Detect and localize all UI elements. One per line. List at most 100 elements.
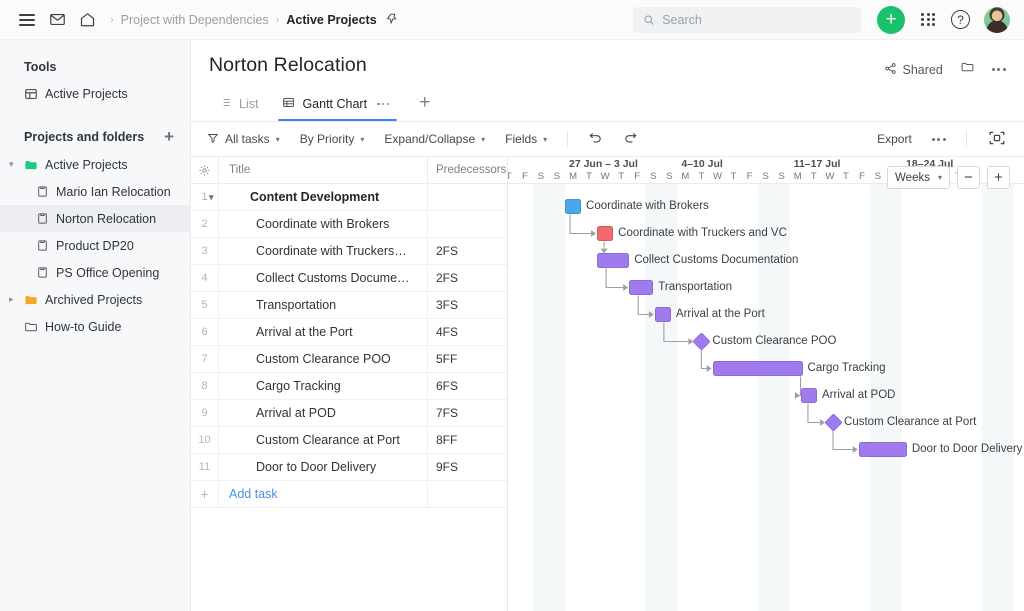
day-label: F [521, 171, 528, 182]
chevron-down-icon[interactable]: ▾ [9, 159, 14, 169]
sidebar-item-product-dp20[interactable]: Product DP20 [0, 232, 190, 259]
create-button[interactable]: + [877, 5, 906, 34]
tab-label: List [239, 97, 259, 111]
add-task-row[interactable]: + Add task [191, 481, 507, 508]
row-number: 3 [201, 245, 208, 257]
tab-more-icon[interactable] [377, 102, 390, 106]
folder-icon[interactable] [960, 60, 975, 79]
table-row[interactable]: 9 Arrival at POD 7FS [191, 400, 507, 427]
fields-button[interactable]: Fields ▾ [505, 132, 547, 146]
table-row[interactable]: 3 Coordinate with Truckers… 2FS [191, 238, 507, 265]
row-predecessors [427, 211, 507, 237]
table-row[interactable]: 7 Custom Clearance POO 5FF [191, 346, 507, 373]
zoom-in-button[interactable]: + [987, 166, 1010, 189]
sidebar-item-label: Archived Projects [45, 292, 143, 307]
day-label: T [698, 171, 705, 182]
row-title: Cargo Tracking [218, 373, 427, 399]
toolbar-divider [567, 131, 569, 147]
hamburger-menu-icon[interactable] [12, 5, 42, 35]
gantt-bar[interactable] [629, 280, 654, 295]
gantt-bar[interactable] [597, 253, 630, 268]
tab-list[interactable]: List [209, 96, 272, 121]
fullscreen-icon[interactable] [987, 129, 1009, 149]
gantt-bar[interactable] [858, 442, 907, 457]
home-icon[interactable] [72, 5, 102, 35]
day-label: S [553, 171, 561, 182]
breadcrumb-item-1[interactable]: Active Projects [286, 12, 377, 27]
sidebar-item-active-projects[interactable]: ▾ Active Projects [0, 151, 190, 178]
tab-gantt-chart[interactable]: Gantt Chart [272, 96, 403, 121]
more-horizontal-icon[interactable] [991, 68, 1006, 71]
add-task-plus-icon[interactable]: + [200, 486, 209, 502]
table-row[interactable]: 11 Door to Door Delivery 9FS [191, 454, 507, 481]
help-circle-icon[interactable]: ? [951, 10, 970, 29]
gantt-bar[interactable] [800, 388, 817, 403]
gantt-bar[interactable] [565, 199, 582, 214]
gantt-bar[interactable] [712, 361, 803, 376]
gantt-bar-label: Coordinate with Brokers [586, 200, 709, 212]
gantt-bar-label: Arrival at POD [821, 389, 896, 401]
row-title: Transportation [218, 292, 427, 318]
breadcrumb-item-0[interactable]: Project with Dependencies [120, 12, 269, 27]
sidebar-item-how-to-guide[interactable]: How-to Guide [0, 313, 190, 340]
expand-collapse-button[interactable]: Expand/Collapse ▾ [384, 132, 485, 146]
table-row[interactable]: 10 Custom Clearance at Port 8FF [191, 427, 507, 454]
avatar[interactable] [984, 6, 1010, 33]
chevron-down-icon[interactable]: ▾ [209, 191, 214, 202]
week-label: 11–17 Jul [793, 158, 841, 170]
gantt-body: Coordinate with Brokers Coordinate with T… [508, 184, 1024, 611]
app-body: Tools Active Projects Projects and folde… [0, 40, 1024, 611]
table-row[interactable]: 2 Coordinate with Brokers [191, 211, 507, 238]
folder-green-icon [24, 158, 38, 172]
fields-label: Fields [505, 132, 538, 146]
dependency-arrowhead [820, 419, 826, 426]
search-placeholder: Search [662, 12, 702, 27]
toolbar-more-icon[interactable] [931, 137, 946, 141]
table-row[interactable]: 1 ▾ Content Development [191, 184, 507, 211]
mail-icon[interactable] [42, 5, 72, 35]
work-area: Title Predecessors 1 ▾ Content Developme… [191, 157, 1024, 611]
share-icon [884, 62, 897, 78]
filter-all-tasks-button[interactable]: All tasks ▾ [207, 132, 280, 147]
sidebar-item-mario-ian-relocation[interactable]: Mario Ian Relocation [0, 178, 190, 205]
table-row[interactable]: 6 Arrival at the Port 4FS [191, 319, 507, 346]
column-header-predecessors[interactable]: Predecessors [427, 157, 507, 183]
chevron-down-icon: ▾ [360, 134, 365, 144]
chevron-right-icon[interactable]: ▸ [9, 294, 14, 304]
row-title: Arrival at the Port [218, 319, 427, 345]
sort-by-priority-button[interactable]: By Priority ▾ [300, 132, 365, 146]
sidebar-item-norton-relocation[interactable]: Norton Relocation [0, 205, 190, 232]
row-predecessors: 2FS [427, 265, 507, 291]
pin-icon[interactable] [386, 12, 399, 28]
zoom-out-button[interactable]: − [957, 166, 980, 189]
redo-icon[interactable] [623, 130, 638, 148]
add-project-icon[interactable]: + [164, 127, 174, 146]
table-row[interactable]: 8 Cargo Tracking 6FS [191, 373, 507, 400]
table-row[interactable]: 4 Collect Customs Docume… 2FS [191, 265, 507, 292]
row-number: 10 [198, 434, 211, 446]
sidebar-item-archived-projects[interactable]: ▸ Archived Projects [0, 286, 190, 313]
dependency-arrowhead [688, 338, 694, 345]
export-button[interactable]: Export [877, 132, 912, 146]
chevron-down-icon: ▾ [275, 134, 280, 144]
day-label: F [746, 171, 753, 182]
sidebar-item-ps-office-opening[interactable]: PS Office Opening [0, 259, 190, 286]
gantt-bar[interactable] [654, 307, 671, 322]
weekend-column [982, 184, 999, 611]
gantt-bar[interactable] [597, 226, 614, 241]
row-title: Door to Door Delivery [218, 454, 427, 480]
day-label: W [825, 171, 835, 182]
zoom-level-select[interactable]: Weeks ▾ [887, 166, 950, 189]
sidebar-item-active-projects-tool[interactable]: Active Projects [0, 80, 190, 107]
share-button[interactable]: Shared [884, 62, 943, 78]
search-input[interactable]: Search [633, 6, 862, 33]
add-tab-button[interactable]: + [419, 92, 431, 113]
dependency-arrowhead [794, 392, 800, 399]
add-task-label-cell[interactable]: Add task [218, 481, 427, 507]
column-header-title[interactable]: Title [218, 157, 427, 183]
undo-icon[interactable] [588, 130, 603, 148]
settings-gear-icon[interactable] [191, 164, 218, 177]
apps-grid-icon[interactable] [921, 12, 935, 27]
table-row[interactable]: 5 Transportation 3FS [191, 292, 507, 319]
